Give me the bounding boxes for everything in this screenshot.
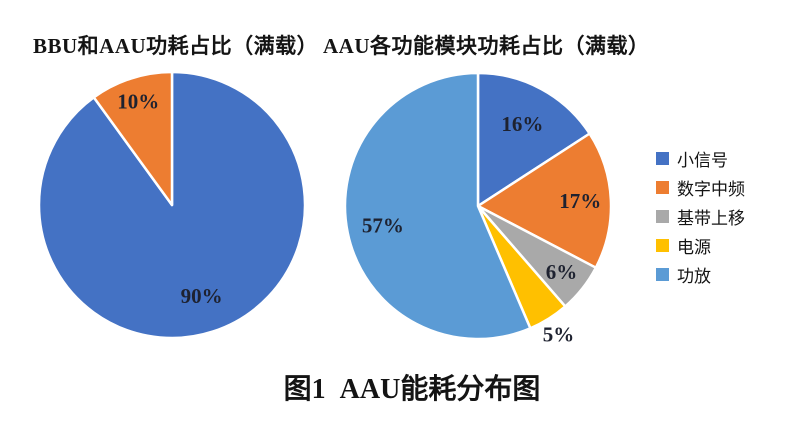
- pie-slice-BBU和AAU功耗占比（满载）-0: [37, 70, 307, 340]
- slice-label: 57%: [362, 214, 404, 238]
- legend-label: 小信号: [677, 151, 728, 170]
- legend-swatch-digital-if: [656, 181, 669, 194]
- slice-label: 17%: [559, 189, 601, 213]
- left-pie-title: BBU和AAU功耗占比（满载）: [33, 34, 319, 58]
- legend-swatch-power-amplifier: [656, 268, 669, 281]
- pie-slice-功放: [343, 71, 532, 341]
- slice-label: 90%: [181, 284, 223, 308]
- slice-label: 16%: [501, 112, 543, 136]
- legend-item-power-supply: 电源: [656, 231, 745, 260]
- legend-swatch-baseband-shift: [656, 210, 669, 223]
- legend-label: 电源: [677, 238, 711, 257]
- slice-label: 10%: [117, 89, 159, 113]
- pie-slice-小信号: [476, 71, 591, 208]
- figure-caption: 图1 AAU能耗分布图: [283, 374, 541, 405]
- legend-swatch-small-signal: [656, 152, 669, 165]
- legend-label: 基带上移: [677, 209, 745, 228]
- legend-item-small-signal: 小信号: [656, 144, 745, 173]
- legend-swatch-power-supply: [656, 239, 669, 252]
- left-pie-chart: 90% 10%: [37, 70, 307, 340]
- slice-label: 6%: [546, 260, 578, 284]
- right-pie-chart: 16% 17% 6% 5% 57%: [343, 71, 613, 347]
- legend-label: 数字中频: [677, 180, 745, 199]
- pie-slice-BBU和AAU功耗占比（满载）-1: [92, 70, 174, 207]
- legend: 小信号 数字中频 基带上移 电源 功放: [656, 144, 745, 289]
- pie-slice-数字中频: [476, 132, 613, 269]
- legend-item-baseband-shift: 基带上移: [656, 202, 745, 231]
- legend-label: 功放: [677, 267, 711, 286]
- legend-item-digital-if: 数字中频: [656, 173, 745, 202]
- legend-item-power-amplifier: 功放: [656, 260, 745, 289]
- right-pie-title: AAU各功能模块功耗占比（满载）: [323, 34, 650, 58]
- slice-label: 5%: [543, 323, 575, 347]
